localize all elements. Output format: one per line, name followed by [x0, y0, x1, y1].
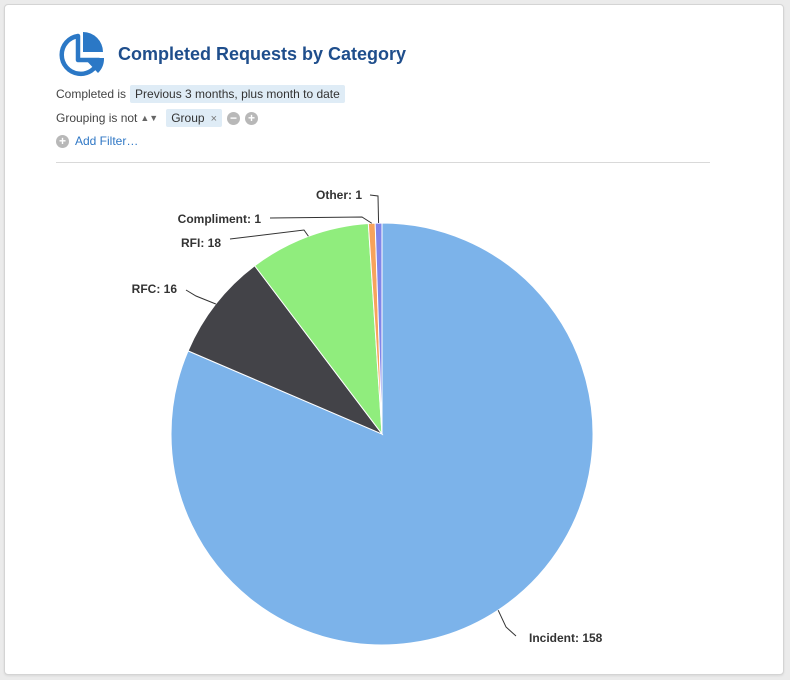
pie-slice-incident[interactable]	[170, 222, 594, 646]
connector-compliment	[269, 216, 373, 224]
filter-completed-value[interactable]: Previous 3 months, plus month to date	[130, 85, 345, 103]
filter-grouping-label[interactable]: Grouping is not	[56, 111, 138, 125]
data-label-compliment: Compliment: 1	[178, 212, 262, 226]
filter-grouping-value-text: Group	[171, 111, 205, 125]
pie-chart-icon	[59, 32, 105, 77]
connector-other	[369, 194, 380, 224]
filter-completed: Completed is Previous 3 months, plus mon…	[56, 85, 345, 103]
connector-incident	[497, 609, 517, 637]
filter-grouping-value[interactable]: Group ×	[166, 109, 223, 127]
page-title: Completed Requests by Category	[118, 43, 407, 64]
connector-rfc	[185, 289, 217, 305]
data-label-rfi: RFI: 18	[181, 236, 221, 250]
data-label-other: Other: 1	[316, 188, 362, 202]
select-arrows-icon[interactable]: ▲▼	[140, 113, 159, 123]
add-filter-link[interactable]: Add Filter…	[75, 134, 139, 148]
data-label-incident: Incident: 158	[529, 631, 603, 645]
divider	[56, 162, 710, 163]
add-filter[interactable]: + Add Filter…	[56, 132, 138, 150]
data-label-rfc: RFC: 16	[132, 282, 178, 296]
connector-rfi	[229, 229, 309, 240]
add-filter-icon[interactable]: +	[56, 134, 69, 148]
add-value-button[interactable]: +	[245, 111, 259, 125]
remove-value-icon[interactable]: ×	[210, 113, 218, 125]
remove-filter-button[interactable]: −	[227, 111, 241, 125]
pie-slice-other[interactable]	[374, 222, 383, 435]
filter-completed-label: Completed is	[56, 87, 127, 101]
filter-grouping: Grouping is not ▲▼ Group × − +	[56, 109, 259, 127]
report-header: Completed Requests by Category	[57, 29, 406, 79]
pie-slice-rfi[interactable]	[253, 222, 383, 436]
